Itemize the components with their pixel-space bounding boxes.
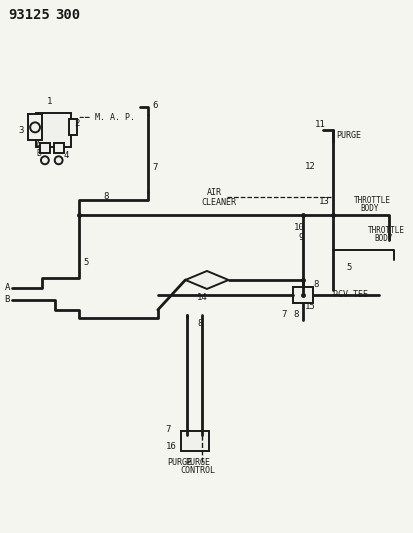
Text: A: A	[36, 141, 40, 150]
Circle shape	[55, 156, 62, 164]
Text: 7: 7	[152, 163, 157, 172]
Text: PURGE: PURGE	[166, 458, 192, 467]
Bar	[181, 431, 209, 450]
Bar	[36, 114, 71, 147]
Text: 16: 16	[165, 442, 176, 451]
Text: PCV TEE: PCV TEE	[332, 290, 367, 300]
Polygon shape	[185, 271, 228, 289]
Text: AIR: AIR	[206, 188, 221, 197]
Text: 15: 15	[304, 302, 315, 311]
Text: 10: 10	[293, 223, 304, 232]
Text: 8: 8	[312, 280, 318, 289]
Text: 12: 12	[304, 161, 315, 171]
Text: 8: 8	[293, 310, 298, 319]
Text: 93125: 93125	[9, 7, 50, 22]
Text: BODY: BODY	[373, 233, 392, 243]
Text: 1: 1	[47, 97, 52, 106]
Text: 5: 5	[346, 263, 351, 272]
Text: 3: 3	[18, 126, 24, 135]
Text: 2: 2	[74, 119, 80, 128]
Text: BODY: BODY	[359, 204, 378, 213]
Text: THROTTLE: THROTTLE	[367, 225, 404, 235]
Text: 4: 4	[64, 151, 69, 160]
Bar	[54, 143, 64, 154]
Text: 7: 7	[165, 425, 171, 434]
Text: M. A. P.: M. A. P.	[95, 113, 135, 122]
Bar	[293, 287, 312, 303]
Text: 11: 11	[314, 120, 325, 129]
Text: 7: 7	[281, 310, 286, 319]
Text: 6: 6	[152, 101, 157, 110]
Text: 8: 8	[197, 319, 202, 328]
Circle shape	[41, 156, 49, 164]
Text: 5: 5	[83, 257, 88, 266]
Text: 8: 8	[104, 192, 109, 201]
Text: CLEANER: CLEANER	[201, 198, 235, 207]
Text: B: B	[36, 149, 40, 158]
Text: THROTTLE: THROTTLE	[354, 196, 390, 205]
Text: PURGE: PURGE	[336, 131, 361, 140]
Bar	[28, 115, 42, 140]
Text: 9: 9	[297, 232, 303, 241]
Bar	[69, 119, 77, 135]
Text: CONTROL: CONTROL	[180, 466, 215, 475]
Text: 13: 13	[318, 197, 329, 206]
Text: 14: 14	[197, 294, 207, 302]
Text: PURGE: PURGE	[185, 458, 210, 467]
Text: A: A	[5, 284, 10, 293]
Text: B: B	[5, 295, 10, 304]
Text: 300: 300	[55, 7, 80, 22]
Circle shape	[30, 123, 40, 132]
Bar	[40, 143, 50, 154]
